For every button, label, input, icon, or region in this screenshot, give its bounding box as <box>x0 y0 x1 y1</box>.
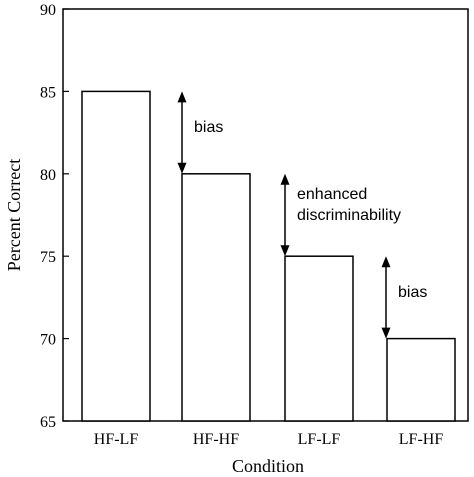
y-axis-label: Percent Correct <box>4 159 24 271</box>
y-tick-label-75: 75 <box>40 249 56 266</box>
annotation-label-bias-1: bias <box>194 119 223 136</box>
y-tick-label-90: 90 <box>40 2 56 19</box>
y-axis: 65 70 75 80 85 90 <box>40 2 69 431</box>
bar-lf-hf <box>386 337 456 422</box>
y-tick-label-70: 70 <box>40 332 56 349</box>
x-tick-label-hf-lf: HF-LF <box>94 431 139 448</box>
annotation-label-discriminability: discriminability <box>297 207 401 224</box>
x-tick-label-lf-lf: LF-LF <box>298 431 341 448</box>
x-axis: HF-LF HF-HF LF-LF LF-HF <box>94 431 444 448</box>
annotation-label-enhanced: enhanced <box>297 186 367 203</box>
annotation-label-bias-2: bias <box>398 284 427 301</box>
y-tick-label-85: 85 <box>40 84 56 101</box>
plot-frame <box>62 8 469 422</box>
annotation-arrow-2 <box>280 173 290 257</box>
bar-lf-lf <box>284 255 354 422</box>
y-tick-label-65: 65 <box>40 414 56 431</box>
bar-hf-lf <box>81 90 151 422</box>
annotation-arrow-1 <box>177 91 187 174</box>
x-axis-label: Condition <box>232 456 304 476</box>
x-tick-label-hf-hf: HF-HF <box>193 431 239 448</box>
x-tick-label-lf-hf: LF-HF <box>399 431 444 448</box>
y-tick-label-80: 80 <box>40 167 56 184</box>
annotations-group: bias enhanced discriminability bias <box>177 91 427 339</box>
bars-group <box>81 90 456 422</box>
annotation-arrow-3 <box>381 256 391 339</box>
bar-hf-hf <box>181 173 251 422</box>
